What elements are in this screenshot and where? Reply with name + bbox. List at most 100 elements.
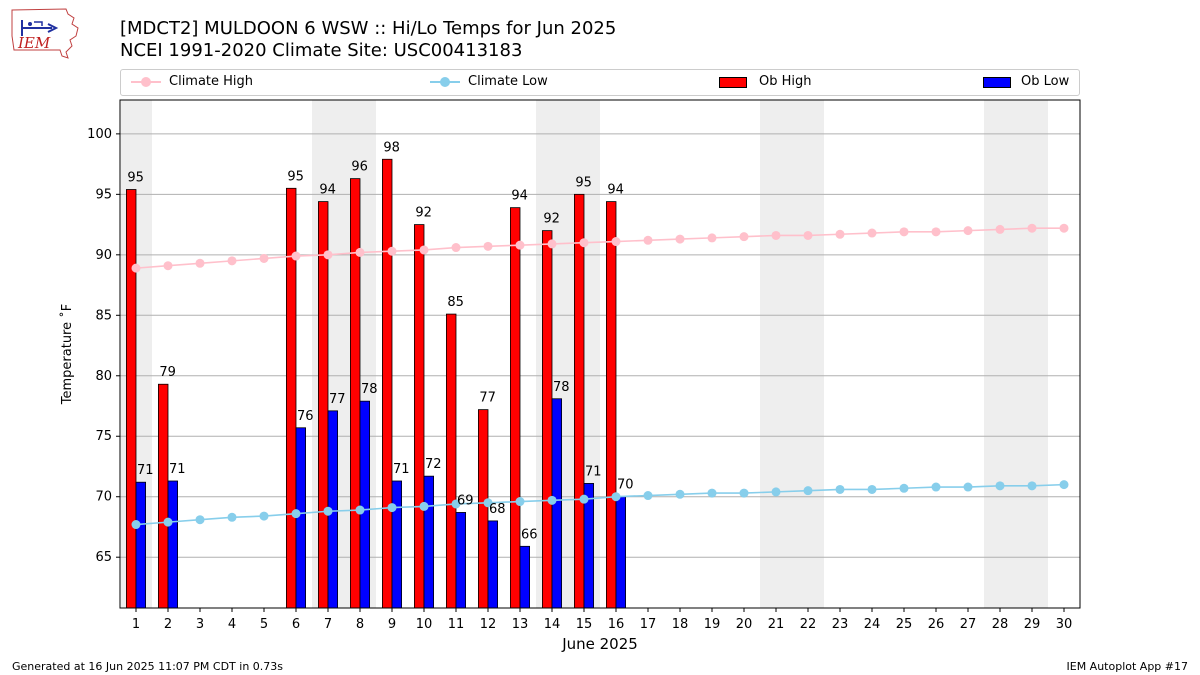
y-axis-label: Temperature ˚F bbox=[59, 304, 75, 405]
climate-high-point bbox=[771, 230, 781, 240]
climate-high-point bbox=[419, 245, 429, 255]
climate-low-point bbox=[931, 482, 941, 492]
ob-low-bar bbox=[455, 512, 467, 609]
climate-high-point bbox=[163, 261, 173, 271]
legend-item-ob-high: Ob High bbox=[719, 74, 859, 90]
climate-low-point bbox=[963, 482, 973, 492]
climate-high-marker-icon bbox=[141, 77, 151, 87]
climate-high-point bbox=[835, 229, 845, 239]
ob-high-label: 94 bbox=[607, 183, 624, 198]
x-tick-label: 2 bbox=[164, 617, 172, 632]
ob-high-bar bbox=[285, 187, 297, 609]
x-tick-label: 15 bbox=[576, 617, 593, 632]
ob-high-label: 94 bbox=[319, 183, 336, 198]
climate-high-point bbox=[355, 247, 365, 257]
x-tick-label: 17 bbox=[640, 617, 657, 632]
ob-high-bar bbox=[542, 230, 553, 609]
climate-low-point bbox=[739, 488, 749, 498]
x-tick-label: 13 bbox=[512, 617, 529, 632]
climate-high-point bbox=[963, 226, 973, 236]
x-tick-label: 14 bbox=[544, 617, 561, 632]
climate-low-point bbox=[547, 495, 557, 505]
ob-high-bar bbox=[317, 201, 329, 609]
climate-high-point bbox=[643, 235, 653, 245]
climate-low-point bbox=[995, 481, 1005, 491]
climate-low-point bbox=[771, 487, 781, 497]
climate-low-point bbox=[387, 503, 397, 513]
legend-item-ob-low: Ob Low bbox=[983, 74, 1077, 90]
climate-low-point bbox=[1027, 481, 1037, 491]
climate-high-point bbox=[387, 246, 397, 256]
ob-high-label: 79 bbox=[159, 365, 176, 380]
ob-high-bar bbox=[157, 383, 169, 609]
ob-low-bar bbox=[167, 480, 179, 609]
x-tick-label: 12 bbox=[480, 617, 497, 632]
climate-high-point bbox=[707, 233, 717, 243]
ob-high-bar bbox=[606, 201, 617, 609]
x-tick-label: 3 bbox=[196, 617, 204, 632]
climate-low-point bbox=[355, 505, 365, 515]
climate-low-point bbox=[707, 488, 717, 498]
plot-frame bbox=[119, 99, 1081, 609]
climate-low-point bbox=[163, 517, 173, 527]
x-tick-label: 22 bbox=[800, 617, 817, 632]
chart-subtitle: NCEI 1991-2020 Climate Site: USC00413183 bbox=[120, 40, 523, 61]
x-tick-label: 20 bbox=[736, 617, 753, 632]
ob-low-label: 70 bbox=[617, 478, 634, 493]
ob-high-label: 98 bbox=[383, 140, 400, 155]
x-tick-label: 28 bbox=[992, 617, 1009, 632]
ob-low-bar bbox=[391, 480, 403, 609]
climate-high-point bbox=[195, 258, 205, 268]
climate-high-point bbox=[803, 230, 813, 240]
ob-low-bar bbox=[135, 481, 147, 609]
climate-high-point bbox=[323, 250, 333, 260]
y-tick-label: 95 bbox=[95, 187, 112, 202]
ob-high-label: 92 bbox=[543, 212, 560, 227]
chart-legend: Climate High Climate Low Ob High Ob Low bbox=[120, 69, 1080, 96]
ob-high-label: 95 bbox=[575, 175, 592, 190]
climate-high-point bbox=[131, 263, 141, 273]
ob-high-bar bbox=[413, 224, 425, 609]
ob-low-bar bbox=[615, 496, 627, 609]
x-tick-label: 18 bbox=[672, 617, 689, 632]
ob-low-label: 78 bbox=[361, 382, 378, 397]
ob-low-bar bbox=[487, 520, 499, 609]
ob-high-bar bbox=[445, 313, 457, 609]
weekend-band bbox=[792, 100, 824, 608]
ob-high-swatch-icon bbox=[719, 77, 747, 88]
climate-high-line bbox=[135, 227, 1064, 269]
climate-low-point bbox=[291, 509, 301, 519]
climate-low-point bbox=[1059, 480, 1069, 490]
ob-low-label: 68 bbox=[489, 502, 506, 517]
ob-high-label: 95 bbox=[127, 171, 144, 186]
x-tick-label: 19 bbox=[704, 617, 721, 632]
x-tick-label: 16 bbox=[608, 617, 625, 632]
climate-high-point bbox=[931, 227, 941, 237]
ob-high-label: 94 bbox=[511, 189, 528, 204]
legend-item-climate-low: Climate Low bbox=[426, 74, 626, 90]
weekend-band bbox=[984, 100, 1016, 608]
climate-low-point bbox=[675, 489, 685, 499]
weekend-band bbox=[760, 100, 792, 608]
climate-high-point bbox=[451, 243, 461, 253]
climate-low-line bbox=[135, 483, 1065, 526]
climate-low-point bbox=[835, 484, 845, 494]
climate-high-point bbox=[675, 234, 685, 244]
weekend-band bbox=[1016, 100, 1048, 608]
ob-low-label: 72 bbox=[425, 457, 442, 472]
climate-low-point bbox=[451, 499, 461, 509]
ob-high-bar bbox=[574, 193, 585, 609]
ob-high-bar bbox=[509, 207, 521, 609]
x-tick-label: 4 bbox=[228, 617, 236, 632]
x-tick-label: 27 bbox=[960, 617, 977, 632]
ob-low-label: 76 bbox=[297, 409, 314, 424]
x-tick-label: 7 bbox=[324, 617, 332, 632]
climate-low-point bbox=[643, 491, 653, 501]
ob-high-label: 85 bbox=[447, 295, 464, 310]
climate-low-point bbox=[131, 520, 141, 530]
legend-item-climate-high: Climate High bbox=[127, 74, 327, 90]
legend-label: Climate High bbox=[169, 74, 254, 89]
climate-low-point bbox=[323, 506, 333, 516]
x-tick-label: 10 bbox=[416, 617, 433, 632]
